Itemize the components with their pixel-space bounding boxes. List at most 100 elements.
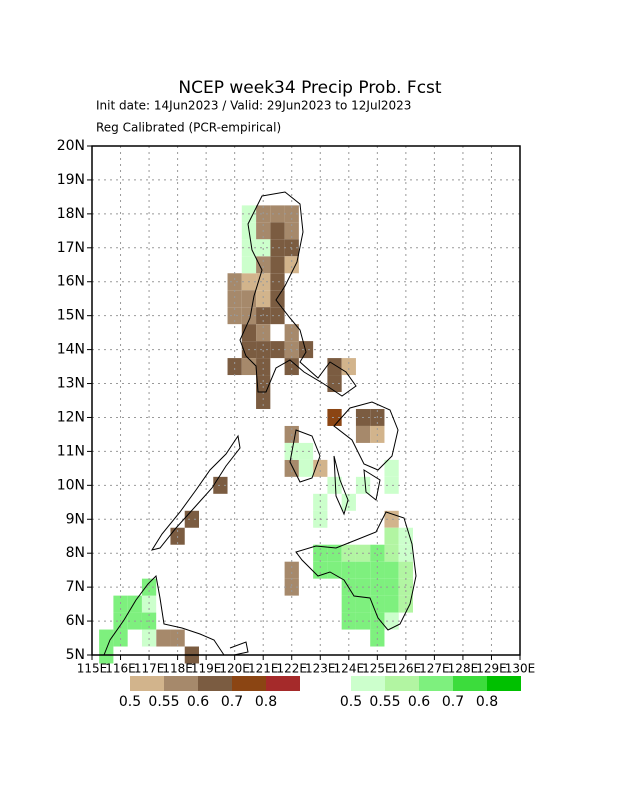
prob-cell — [256, 392, 271, 409]
legend-swatch — [351, 676, 385, 691]
coastlines — [103, 191, 417, 656]
x-tick-label: 130E — [505, 662, 536, 676]
coastline — [333, 401, 399, 471]
prob-cell — [270, 290, 285, 308]
prob-cell — [355, 561, 371, 579]
prob-cell — [298, 459, 314, 477]
prob-cell — [327, 476, 342, 494]
prob-cell — [327, 561, 342, 579]
y-tick-label: 8N — [66, 545, 85, 561]
prob-cell — [384, 561, 399, 579]
prob-cell — [227, 358, 242, 376]
y-tick-label: 10N — [57, 477, 85, 493]
legend-label: 0.55 — [148, 694, 179, 710]
prob-cell — [398, 561, 413, 579]
legend-swatch — [232, 676, 266, 691]
y-tick-label: 16N — [57, 274, 85, 290]
x-tick-label: 128E — [448, 662, 479, 676]
prob-cell — [241, 256, 257, 274]
legend-swatch — [385, 676, 419, 691]
prob-cell — [384, 459, 399, 477]
prob-cell — [270, 222, 285, 240]
y-tick-label: 7N — [66, 579, 85, 595]
coastline — [289, 429, 321, 483]
prob-cell — [256, 341, 271, 359]
prob-cell — [256, 239, 271, 257]
x-tick-label: 122E — [276, 662, 307, 676]
coastline — [229, 641, 249, 656]
plot-frame — [91, 145, 521, 656]
legend-swatch — [198, 676, 232, 691]
chart-note: Reg Calibrated (PCR-empirical) — [96, 121, 281, 135]
x-tick-label: 117E — [134, 662, 165, 676]
prob-cell — [384, 544, 399, 562]
prob-cell — [156, 629, 171, 647]
y-tick-label: 13N — [57, 376, 85, 392]
prob-cell — [398, 595, 413, 613]
legend-swatch — [266, 676, 300, 691]
legend: 0.5 0.55 0.6 0.7 0.8 0.5 0.55 0.6 0.7 0.8 — [119, 676, 521, 710]
prob-cell — [341, 561, 356, 579]
prob-cell — [327, 375, 342, 393]
y-tick-label: 19N — [57, 172, 85, 188]
legend-swatch — [419, 676, 453, 691]
x-tick-label: 129E — [476, 662, 507, 676]
y-tick-label: 12N — [57, 409, 85, 425]
x-tick-label: 120E — [219, 662, 250, 676]
prob-cell — [227, 273, 242, 291]
legend-label: 0.8 — [255, 694, 277, 710]
prob-cell — [256, 358, 271, 376]
prob-cell — [327, 544, 342, 562]
prob-cell — [284, 459, 299, 477]
y-tick-label: 18N — [57, 206, 85, 222]
prob-cell — [313, 493, 328, 511]
prob-cell — [298, 341, 314, 359]
legend-label: 0.7 — [442, 694, 464, 710]
prob-cell — [184, 510, 199, 528]
prob-cell — [384, 476, 399, 494]
legend-label: 0.8 — [476, 694, 498, 710]
y-tick-label: 17N — [57, 240, 85, 256]
prob-cell — [284, 561, 299, 579]
prob-cell — [270, 239, 285, 257]
prob-cell — [270, 256, 285, 274]
prob-cell — [341, 358, 356, 376]
legend-label: 0.55 — [369, 694, 400, 710]
coastline — [103, 574, 225, 656]
legend-swatch — [453, 676, 487, 691]
y-tick-label: 6N — [66, 613, 85, 629]
legend-swatch — [130, 676, 164, 691]
prob-cell — [270, 341, 285, 359]
prob-cell — [355, 425, 371, 443]
prob-cell — [370, 544, 385, 562]
x-tick-label: 116E — [105, 662, 136, 676]
x-tick-label: 118E — [162, 662, 193, 676]
x-tick-label: 126E — [391, 662, 422, 676]
prob-cell — [341, 493, 356, 511]
coastline — [239, 191, 357, 397]
coastline — [150, 434, 241, 551]
prob-cell — [370, 578, 385, 596]
prob-cell — [241, 358, 257, 376]
legend-label: 0.6 — [408, 694, 430, 710]
prob-cell — [284, 358, 299, 376]
prob-cell — [370, 561, 385, 579]
prob-cell — [141, 578, 157, 596]
prob-cell — [384, 578, 399, 596]
grid — [92, 146, 520, 655]
chart-title: NCEP week34 Precip Prob. Fcst — [178, 78, 442, 98]
legend-swatch — [487, 676, 521, 691]
prob-cell — [384, 527, 399, 545]
legend-label: 0.7 — [221, 694, 243, 710]
prob-cell — [313, 561, 328, 579]
axes: 115E116E117E118E119E120E121E122E123E124E… — [57, 138, 536, 676]
x-tick-label: 125E — [362, 662, 393, 676]
y-tick-label: 9N — [66, 511, 85, 527]
prob-cell — [384, 612, 399, 630]
prob-cell — [341, 595, 356, 613]
chart-subtitle: Init date: 14Jun2023 / Valid: 29Jun2023 … — [96, 99, 411, 113]
prob-cell — [99, 629, 114, 647]
x-tick-label: 123E — [305, 662, 336, 676]
prob-cell — [270, 205, 285, 223]
prob-cell — [141, 595, 157, 613]
